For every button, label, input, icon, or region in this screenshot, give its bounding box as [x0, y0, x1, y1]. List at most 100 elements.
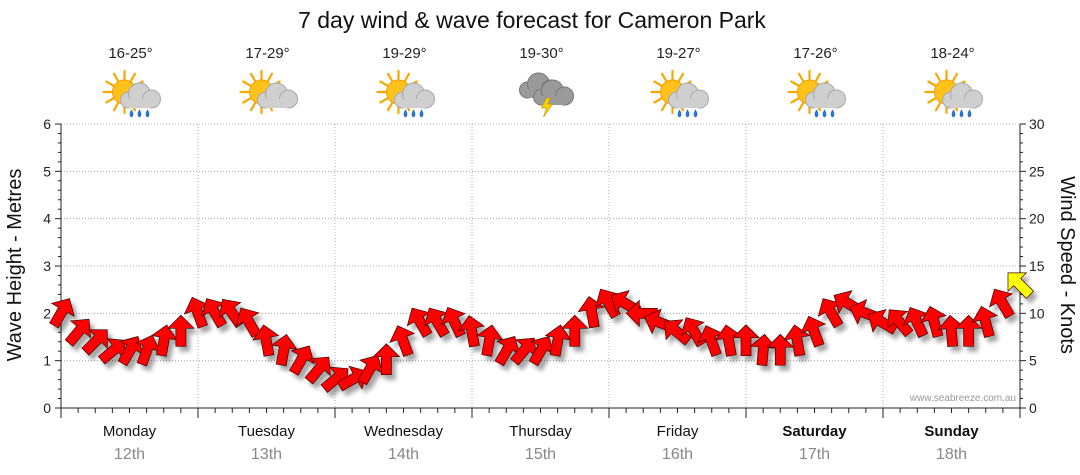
partly-cloudy-icon	[239, 69, 298, 115]
day-date: 12th	[114, 446, 145, 463]
right-tick-label: 5	[1029, 353, 1037, 369]
wind-arrow	[81, 329, 108, 356]
sun-ray	[677, 72, 685, 82]
sun-ray	[242, 97, 252, 104]
credit-text: www.seabreeze.com.au	[909, 393, 1016, 404]
day-date: 13th	[251, 446, 282, 463]
partly-cloudy-showers-icon	[102, 69, 161, 118]
wind-arrow	[800, 315, 827, 348]
wind-arrow	[783, 324, 811, 357]
weather-row: 16-25° 17-29° 19-29° 19-30° 19-27° 17-26° 18-2…	[102, 45, 983, 118]
sun-ray	[266, 72, 274, 82]
wind-arrow	[372, 343, 401, 376]
temperature-range: 18-24°	[930, 45, 974, 62]
cloud-shape	[805, 82, 846, 109]
left-tick-label: 2	[43, 305, 51, 321]
sun-ray	[386, 102, 394, 112]
wind-arrow	[989, 288, 1015, 320]
wind-arrow	[766, 333, 795, 366]
sun-ray	[112, 72, 120, 82]
left-tick-label: 0	[43, 400, 51, 416]
right-tick-label: 20	[1029, 211, 1045, 227]
sun-ray	[797, 102, 805, 112]
day-date: 15th	[525, 446, 556, 463]
wind-arrow	[664, 319, 692, 346]
raindrop	[822, 109, 827, 118]
day-name: Saturday	[782, 423, 847, 440]
wind-arrow	[749, 333, 778, 366]
raindrop	[951, 109, 956, 118]
wind-arrow	[336, 365, 368, 392]
wind-arrow	[920, 305, 947, 339]
sun-ray	[386, 72, 394, 82]
wind-arrow	[49, 298, 75, 329]
cloud-base	[950, 99, 974, 108]
raindrop	[411, 109, 416, 118]
temperature-range: 19-30°	[519, 45, 563, 62]
left-tick-label: 5	[43, 163, 51, 179]
temperature-range: 19-29°	[382, 45, 426, 62]
day-name: Tuesday	[238, 423, 295, 440]
wind-arrow	[252, 324, 280, 357]
wind-arrow	[389, 325, 416, 358]
wind-arrow	[167, 314, 195, 347]
raindrop	[814, 109, 819, 118]
raindrop	[959, 109, 964, 118]
sun-ray	[105, 97, 115, 104]
thunderstorm-icon	[519, 72, 574, 118]
right-tick-label: 30	[1029, 116, 1045, 132]
sun-ray	[934, 102, 942, 112]
sun-ray	[379, 80, 389, 87]
sun-ray	[653, 80, 663, 87]
raindrop	[145, 109, 150, 118]
sun-ray	[951, 72, 959, 82]
sun-ray	[249, 102, 257, 112]
temperature-range: 17-29°	[245, 45, 289, 62]
raindrop	[677, 109, 682, 118]
sun-ray	[934, 72, 942, 82]
cloud-base	[676, 99, 700, 108]
sun-ray	[790, 97, 800, 104]
cloud-shape	[394, 82, 435, 109]
left-tick-label: 3	[43, 258, 51, 274]
sun-ray	[790, 80, 800, 87]
sun-ray	[927, 97, 937, 104]
day-date: 16th	[662, 446, 693, 463]
temperature-range: 19-27°	[656, 45, 700, 62]
wind-arrow	[732, 324, 760, 357]
wind-arrow	[867, 308, 899, 335]
temperature-range: 16-25°	[108, 45, 152, 62]
cloud-base	[541, 96, 565, 105]
chart-grid	[61, 123, 1020, 408]
raindrop	[830, 109, 835, 118]
chart-title: 7 day wind & wave forecast for Cameron P…	[298, 7, 766, 33]
day-name: Thursday	[509, 423, 572, 440]
wind-arrow	[954, 314, 983, 347]
wind-arrow	[64, 318, 92, 347]
day-date: 18th	[936, 446, 967, 463]
left-tick-label: 6	[43, 116, 51, 132]
cloud-base	[402, 99, 426, 108]
left-tick-label: 1	[43, 353, 51, 369]
sun-ray	[112, 102, 120, 112]
sun-ray	[242, 80, 252, 87]
cloud-shape	[942, 82, 983, 109]
right-tick-label: 15	[1029, 258, 1045, 274]
left-axis-title: Wave Height - Metres	[4, 169, 26, 362]
day-name: Sunday	[924, 423, 979, 440]
cloud-base	[813, 99, 837, 108]
raindrop	[693, 109, 698, 118]
day-date: 14th	[388, 446, 419, 463]
wind-arrow	[1007, 272, 1034, 299]
partly-cloudy-showers-icon	[787, 69, 846, 118]
raindrop	[137, 109, 142, 118]
temperature-range: 17-26°	[793, 45, 837, 62]
wind-arrow	[304, 356, 331, 385]
cloud-base	[128, 99, 152, 108]
wind-arrow	[288, 345, 315, 376]
partly-cloudy-showers-icon	[376, 69, 435, 118]
sun-ray	[403, 72, 411, 82]
raindrop	[967, 109, 972, 118]
right-tick-label: 10	[1029, 305, 1045, 321]
